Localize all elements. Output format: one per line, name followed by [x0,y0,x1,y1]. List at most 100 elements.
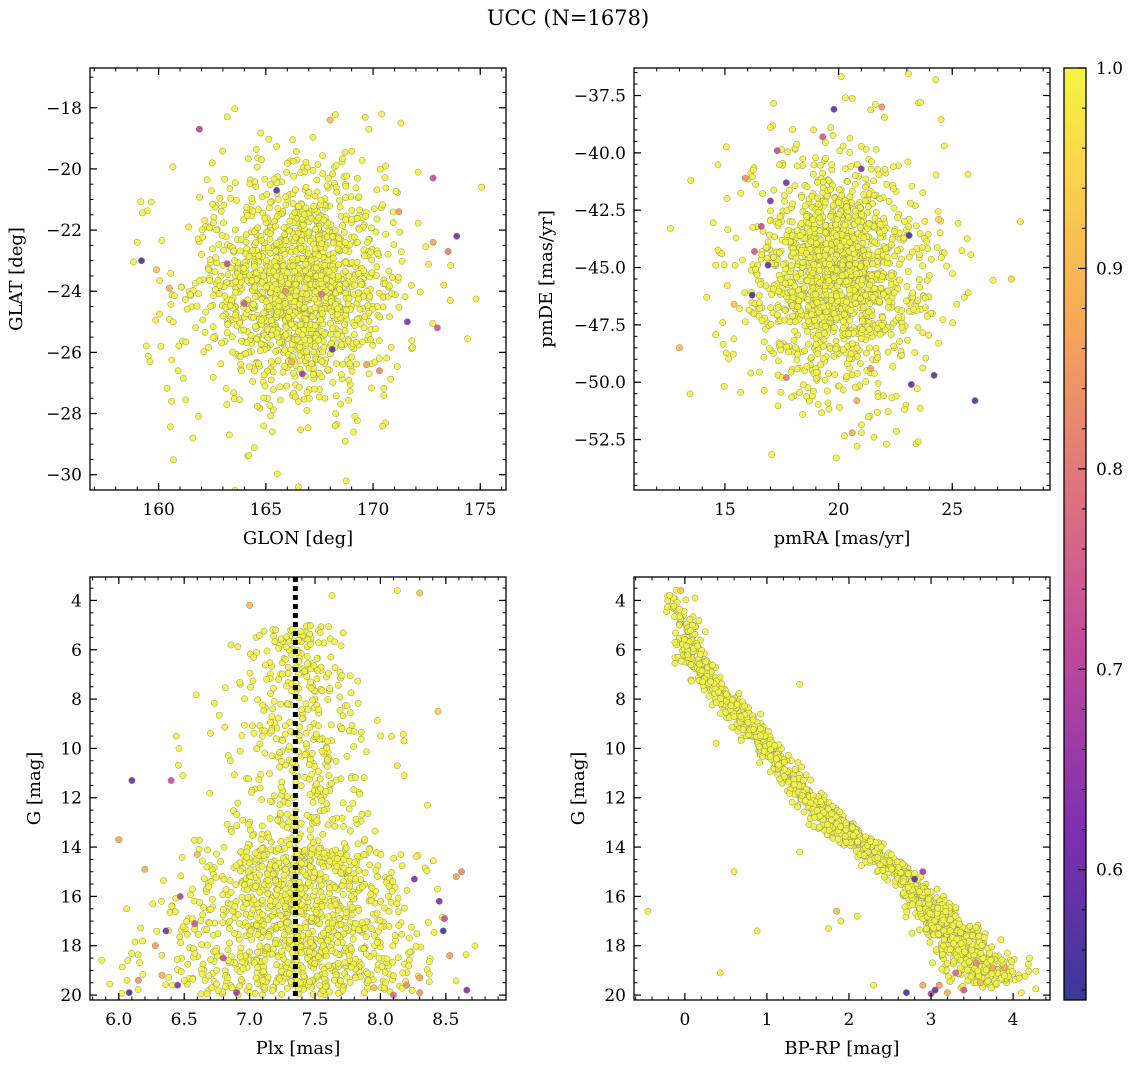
data-point [224,946,232,954]
data-point [898,351,906,359]
data-point [175,745,183,752]
data-point [286,841,293,848]
data-point [349,799,357,807]
outlier-point [395,208,403,216]
data-point [325,962,333,970]
data-point [862,183,869,191]
data-point [827,212,834,220]
data-point [259,701,267,709]
data-point [749,224,756,231]
data-point [846,149,854,156]
data-point [308,914,316,922]
data-point [263,870,271,878]
data-point [885,198,893,205]
data-point [364,810,372,817]
data-point [332,758,340,765]
outlier-point [141,865,149,873]
data-point [424,801,431,809]
data-point [390,241,398,248]
outlier-point [741,174,749,182]
data-point [916,230,924,237]
outlier-point [151,942,159,950]
data-point [326,890,333,898]
data-point [348,207,356,214]
data-point [177,283,185,291]
data-point [317,196,325,204]
data-point [249,722,256,730]
data-point [318,687,326,695]
data-point [933,244,941,251]
data-point [789,312,797,320]
data-point [233,811,241,818]
data-point [912,222,920,230]
data-point [346,672,354,680]
data-point [878,322,886,329]
data-point [447,262,454,269]
data-point [124,957,132,964]
data-point [860,191,868,198]
data-point [323,800,331,808]
data-point [230,247,238,255]
data-point [378,110,385,118]
data-point [385,882,393,890]
outlier-point [240,300,248,307]
data-point [862,349,870,357]
data-point [767,124,774,131]
data-point [362,933,370,941]
data-point [362,950,370,958]
data-point [719,340,727,348]
data-point [898,323,906,331]
data-point [767,320,775,328]
data-point [381,174,389,181]
data-point [354,239,361,246]
data-point [261,214,269,222]
data-point [719,319,727,326]
data-point [870,177,878,185]
data-point [767,207,774,215]
data-point [812,154,819,162]
outlier-point [134,976,142,984]
data-point [283,169,290,176]
outlier-point [452,873,460,881]
data-point [860,234,868,242]
data-point [123,977,131,984]
data-point [246,363,253,371]
outlier-point [434,707,442,715]
outlier-point [273,186,281,194]
data-point [889,363,897,370]
outlier-point [463,986,471,994]
outlier-point [233,989,240,997]
y-tick-label: −18 [46,99,82,119]
data-point [875,171,883,179]
data-point [315,844,323,852]
data-point [249,677,257,685]
data-point [248,788,255,796]
data-point [275,645,282,652]
data-point [739,256,746,264]
data-point [284,810,291,818]
data-point [250,896,258,904]
data-point [255,632,263,639]
data-point [288,625,296,633]
data-point [253,745,260,753]
y-tick-label: −28 [46,405,82,425]
data-point [207,956,214,964]
data-point [922,354,930,362]
data-point [337,400,344,408]
data-point [385,267,393,275]
data-point [888,394,896,402]
data-point [367,336,374,344]
outlier-point [748,291,756,299]
data-point [720,382,728,390]
data-point [305,395,313,402]
data-point [309,166,317,174]
data-point [794,759,802,766]
data-point [338,155,346,163]
data-point [240,721,248,729]
data-point [741,289,748,296]
data-point [316,870,324,878]
data-point [311,192,319,200]
data-point [276,763,283,771]
data-point [323,744,331,752]
data-point [213,850,220,858]
